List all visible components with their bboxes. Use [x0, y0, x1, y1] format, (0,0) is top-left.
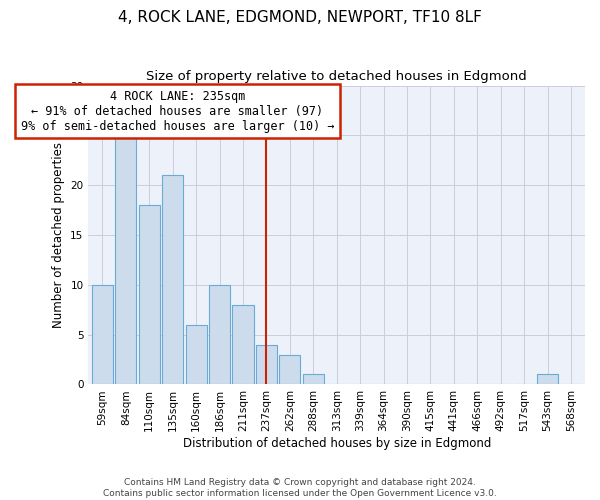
Text: Contains HM Land Registry data © Crown copyright and database right 2024.
Contai: Contains HM Land Registry data © Crown c…	[103, 478, 497, 498]
Bar	[303, 374, 324, 384]
Bar	[209, 285, 230, 384]
Text: 4 ROCK LANE: 235sqm
← 91% of detached houses are smaller (97)
9% of semi-detache: 4 ROCK LANE: 235sqm ← 91% of detached ho…	[20, 90, 334, 132]
Bar	[139, 205, 160, 384]
Bar	[537, 374, 558, 384]
Bar	[92, 285, 113, 384]
Bar	[232, 305, 254, 384]
Bar	[162, 175, 183, 384]
Bar	[280, 354, 301, 384]
Text: 4, ROCK LANE, EDGMOND, NEWPORT, TF10 8LF: 4, ROCK LANE, EDGMOND, NEWPORT, TF10 8LF	[118, 10, 482, 25]
Bar	[256, 344, 277, 385]
Y-axis label: Number of detached properties: Number of detached properties	[52, 142, 65, 328]
Bar	[185, 324, 206, 384]
Title: Size of property relative to detached houses in Edgmond: Size of property relative to detached ho…	[146, 70, 527, 83]
Bar	[115, 136, 136, 384]
X-axis label: Distribution of detached houses by size in Edgmond: Distribution of detached houses by size …	[182, 437, 491, 450]
